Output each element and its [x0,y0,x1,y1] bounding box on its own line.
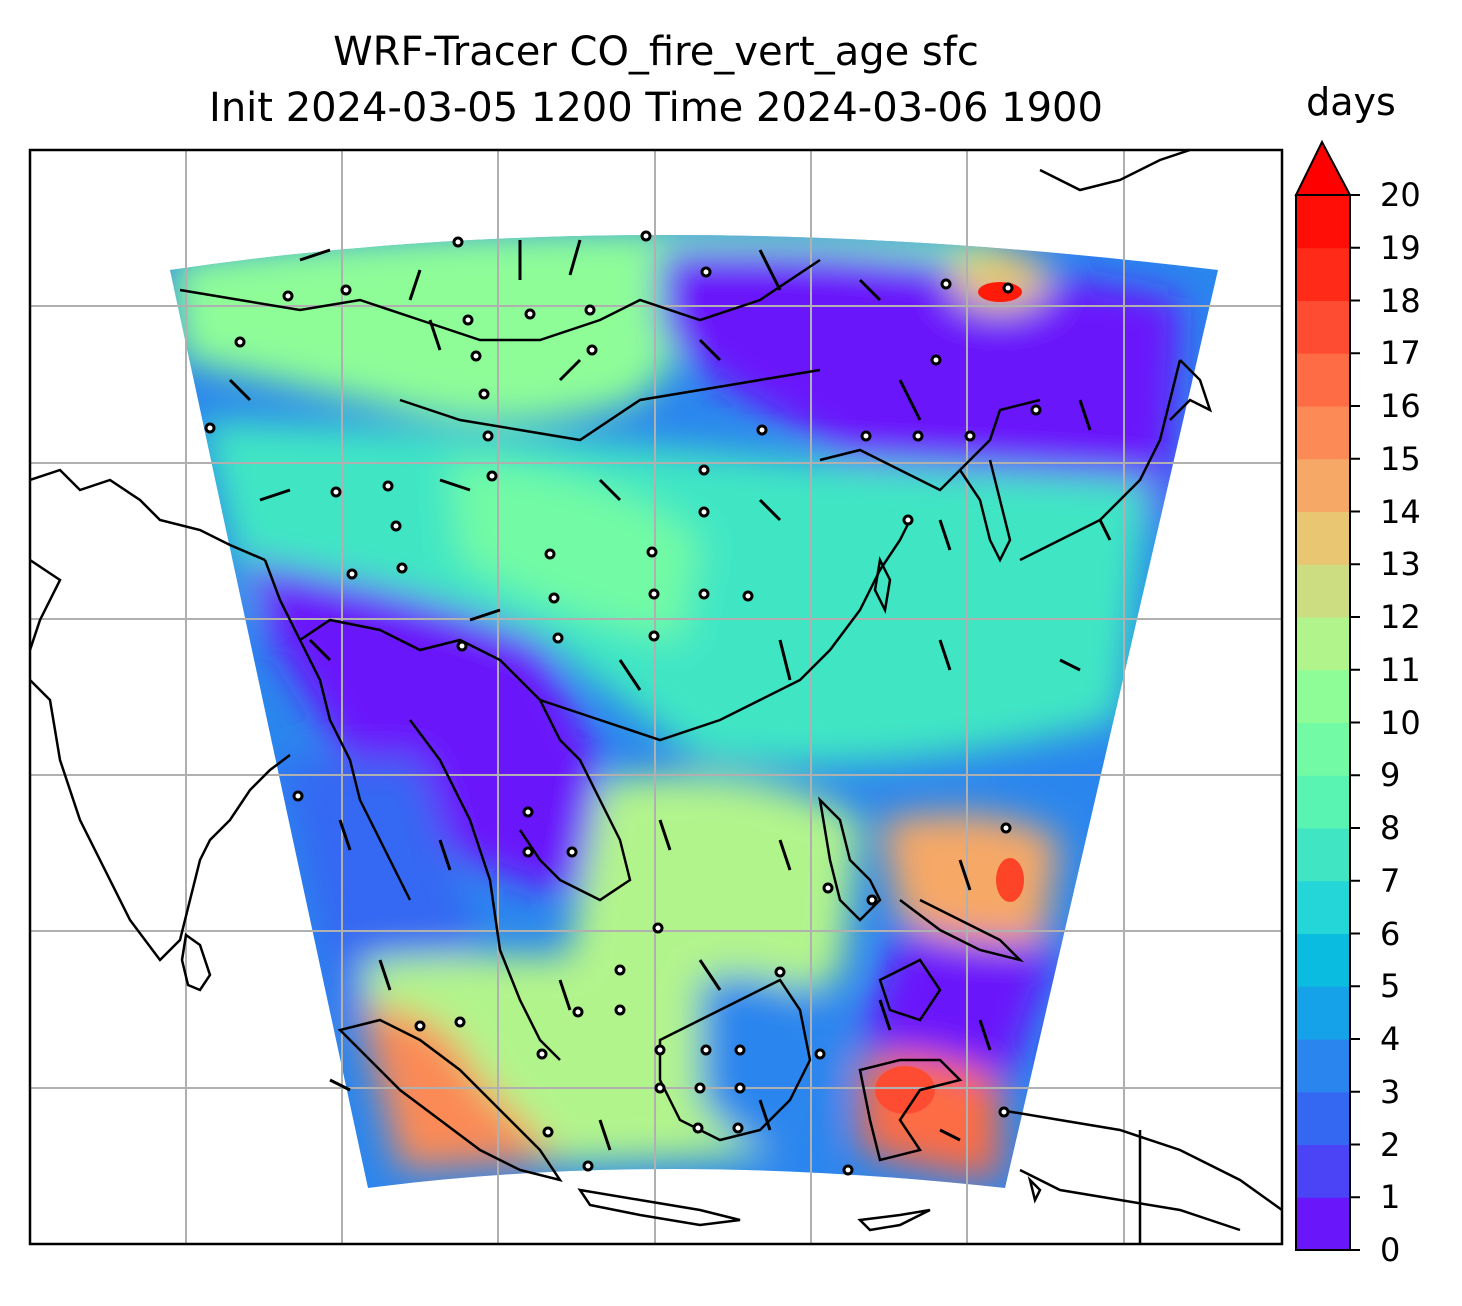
colorbar-tick-label: 17 [1380,334,1421,373]
colorbar-tick-label: 9 [1380,756,1401,795]
colorbar-tick-label: 6 [1380,914,1401,953]
colorbar-tick-label: 11 [1380,650,1421,689]
colorbar-tick-label: 4 [1380,1020,1401,1058]
colorbar-block [1296,775,1350,829]
colorbar-block [1296,880,1350,934]
colorbar-block [1296,986,1350,1040]
colorbar-tick-label: 19 [1380,228,1421,267]
colorbar-block [1296,933,1350,987]
colorbar-tick-label: 18 [1380,281,1421,320]
colorbar-blocks [1296,195,1350,1251]
colorbar-block [1296,458,1350,512]
colorbar-block [1296,1197,1350,1251]
colorbar-block [1296,300,1350,354]
colorbar-block [1296,353,1350,407]
colorbar-block [1296,722,1350,776]
colorbar-tick-label: 3 [1380,1072,1401,1111]
colorbar-block [1296,511,1350,565]
colorbar-block [1296,195,1350,249]
title-line-1: WRF-Tracer CO_fire_vert_age sfc [333,29,979,75]
colorbar-block [1296,669,1350,723]
coastlines [30,150,1282,1244]
colorbar-unit-label: days [1306,80,1396,124]
colorbar-block [1296,1039,1350,1093]
colorbar-block [1296,564,1350,618]
colorbar-block [1296,247,1350,301]
colorbar-block [1296,406,1350,460]
colorbar-block [1296,1091,1350,1145]
wind-barbs [228,239,1112,1151]
colorbar-tick-label: 16 [1380,387,1421,425]
colorbar-tick-label: 2 [1380,1125,1401,1164]
colorbar-tick-label: 7 [1380,861,1401,900]
colorbar-tick-label: 12 [1380,598,1421,636]
title-line-2: Init 2024-03-05 1200 Time 2024-03-06 190… [209,85,1103,131]
colorbar-tick-label: 13 [1380,545,1421,584]
colorbar-tick-label: 5 [1380,967,1401,1006]
colorbar-tick-marks [1350,194,1360,1251]
colorbar-block [1296,828,1350,882]
colorbar-tick-label: 1 [1380,1178,1401,1217]
tracer-age-field [170,235,1218,1188]
colorbar-block [1296,617,1350,671]
colorbar-block [1296,1144,1350,1198]
colorbar-tick-label: 14 [1380,492,1421,531]
map-frame [28,148,1284,1246]
colorbar-tick-label: 0 [1380,1231,1401,1269]
colorbar-tick-label: 8 [1380,809,1401,847]
colorbar-tick-label: 20 [1380,176,1421,214]
colorbar-tick-label: 15 [1380,439,1421,478]
calm-wind-circles [204,230,1042,1176]
colorbar-extend-arrow [1294,139,1352,196]
colorbar-tick-label: 10 [1380,703,1421,742]
